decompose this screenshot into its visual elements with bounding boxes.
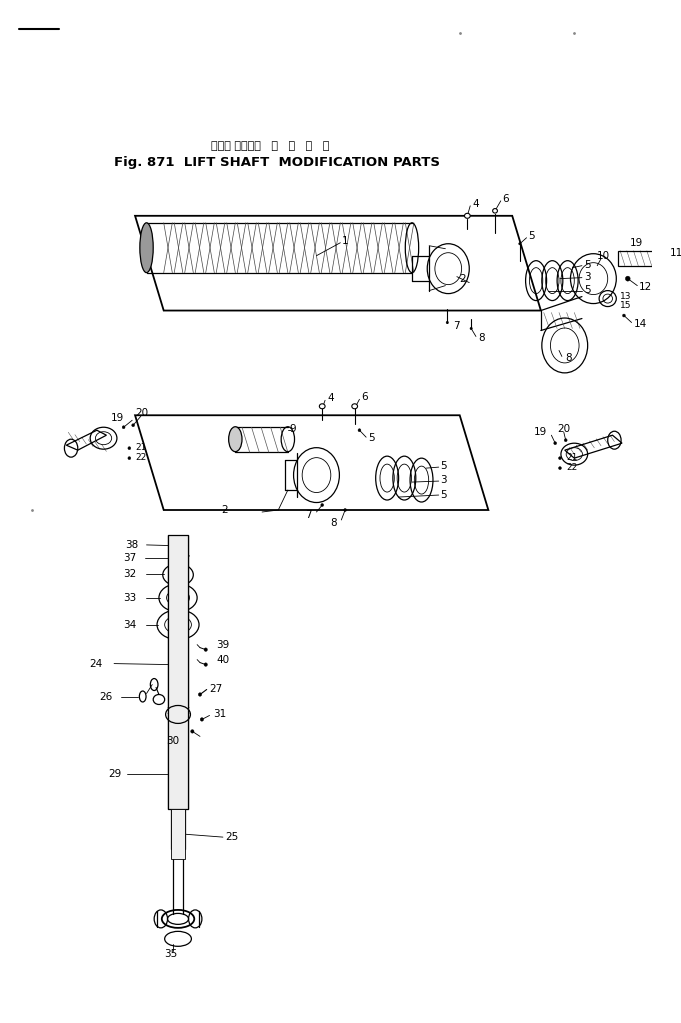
Text: 31: 31 [213,709,227,719]
Text: 15: 15 [620,301,631,310]
Text: 4: 4 [327,393,334,403]
Ellipse shape [204,648,208,652]
Ellipse shape [198,693,202,697]
Text: 30: 30 [167,737,180,747]
Text: 7: 7 [453,320,460,330]
Ellipse shape [519,242,521,244]
Ellipse shape [565,439,567,442]
Text: リフト シャフト   変   更   部   品: リフト シャフト 変 更 部 品 [212,141,330,151]
Text: 25: 25 [225,832,238,842]
Text: 5: 5 [584,260,590,270]
Ellipse shape [204,663,208,666]
Text: 32: 32 [124,569,137,579]
Ellipse shape [319,404,325,409]
Text: 40: 40 [217,655,229,665]
Text: 5: 5 [441,490,447,500]
Text: 3: 3 [584,272,590,281]
Ellipse shape [344,508,347,512]
Ellipse shape [558,456,561,459]
Ellipse shape [128,447,131,450]
Text: 9: 9 [289,425,296,434]
Ellipse shape [200,718,204,721]
Text: 5: 5 [368,433,375,443]
Text: 19: 19 [111,413,125,424]
Text: 2: 2 [221,505,227,515]
Ellipse shape [321,503,323,506]
Text: 19: 19 [534,428,548,437]
Text: 8: 8 [330,518,336,528]
Text: 29: 29 [108,769,122,780]
Ellipse shape [625,276,630,281]
Text: 26: 26 [99,693,113,703]
Ellipse shape [191,729,194,733]
Text: 3: 3 [441,475,447,485]
Text: 37: 37 [124,552,137,563]
Ellipse shape [470,327,473,329]
Text: 34: 34 [124,620,137,630]
Text: 35: 35 [163,948,177,959]
Text: 6: 6 [503,193,509,204]
Ellipse shape [140,223,153,273]
Bar [168,535,187,809]
Ellipse shape [122,426,125,429]
Text: 10: 10 [597,251,610,261]
Text: 38: 38 [125,540,139,550]
Text: 39: 39 [217,639,229,650]
Text: 21: 21 [135,443,146,452]
Bar [172,809,185,859]
Text: 1: 1 [343,235,349,246]
Ellipse shape [464,214,470,218]
Text: 14: 14 [633,318,647,328]
Text: 8: 8 [566,353,572,363]
Text: 27: 27 [210,683,223,694]
Text: 2: 2 [460,273,466,283]
Text: 7: 7 [305,510,312,520]
Text: 8: 8 [478,333,484,344]
Text: 24: 24 [89,659,102,669]
Ellipse shape [622,314,625,317]
Text: 22: 22 [567,462,578,472]
Bar [618,251,666,266]
Ellipse shape [558,466,561,470]
Ellipse shape [181,546,185,549]
Text: 22: 22 [135,452,146,461]
Text: 13: 13 [620,293,631,301]
Text: 20: 20 [135,408,148,418]
Text: 19: 19 [630,237,643,248]
Text: 5: 5 [528,231,535,240]
Text: 4: 4 [472,198,479,209]
Ellipse shape [128,456,131,459]
Ellipse shape [492,209,497,213]
Ellipse shape [229,427,242,452]
Ellipse shape [181,557,185,560]
Text: 11: 11 [670,248,681,258]
Text: 21: 21 [567,452,578,461]
Text: 5: 5 [441,461,447,472]
Text: 33: 33 [124,592,137,603]
Text: 5: 5 [584,284,590,295]
Text: 20: 20 [557,425,570,434]
Text: Fig. 871  LIFT SHAFT  MODIFICATION PARTS: Fig. 871 LIFT SHAFT MODIFICATION PARTS [114,157,440,170]
Text: 12: 12 [639,281,652,292]
Ellipse shape [352,404,358,409]
Ellipse shape [446,321,449,323]
Text: 6: 6 [362,392,368,402]
Ellipse shape [131,424,135,427]
Ellipse shape [358,429,361,432]
Ellipse shape [554,442,556,445]
